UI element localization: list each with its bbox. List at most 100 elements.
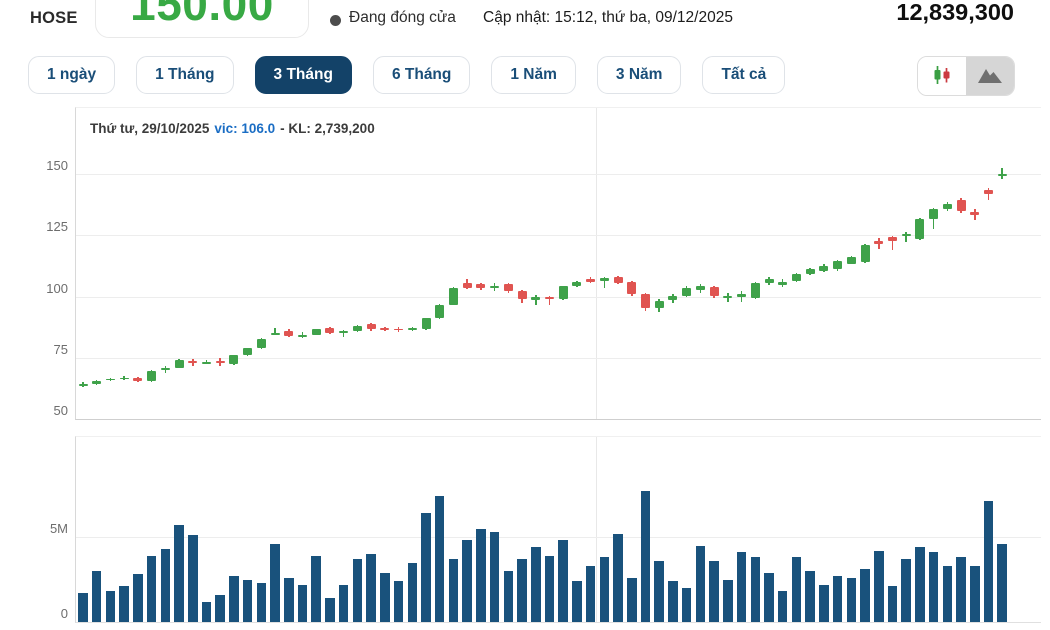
- volume-bar: [476, 528, 486, 622]
- total-volume: 12,839,300: [896, 0, 1014, 25]
- candle: [78, 383, 88, 386]
- time-range-buttons: 1 ngày 1 Tháng 3 Tháng 6 Tháng 1 Năm 3 N…: [28, 56, 786, 94]
- volume-bar: [407, 562, 418, 622]
- volume-bar: [709, 560, 719, 622]
- volume-bar: [695, 545, 706, 622]
- price-gridline: [76, 357, 1041, 359]
- candle: [147, 371, 157, 382]
- volume-bar: [572, 581, 582, 622]
- tooltip-symbol-price: vic: 106.0: [214, 121, 276, 136]
- candle: [298, 334, 308, 337]
- volume-bar: [434, 496, 445, 622]
- candle: [613, 277, 623, 283]
- candle: [133, 377, 143, 382]
- range-button-3y[interactable]: 3 Năm: [596, 56, 682, 94]
- candle: [984, 190, 994, 194]
- candle: [778, 281, 788, 286]
- volume-chart-plot[interactable]: [75, 436, 1041, 623]
- price-y-axis: 150 125 100 75 50: [24, 107, 68, 418]
- candle: [380, 328, 390, 330]
- range-button-6m[interactable]: 6 Tháng: [372, 56, 471, 94]
- volume-bar: [887, 586, 898, 622]
- month-divider-gridline: [596, 108, 597, 419]
- candle: [256, 338, 266, 349]
- candle: [641, 293, 651, 308]
- range-button-all[interactable]: Tất cả: [702, 56, 786, 94]
- volume-bar: [928, 552, 939, 622]
- candle: [476, 284, 486, 289]
- volume-bar: [723, 579, 733, 622]
- candle-wick: [1001, 168, 1003, 180]
- volume-bar: [503, 571, 514, 622]
- candlestick-view-button[interactable]: [918, 57, 966, 95]
- candle: [558, 286, 568, 299]
- volume-bar: [997, 543, 1007, 622]
- range-button-1d[interactable]: 1 ngày: [28, 56, 116, 94]
- price-axis-label: 150: [46, 158, 68, 173]
- candle: [544, 296, 554, 299]
- volume-bar: [229, 576, 239, 622]
- candle: [421, 318, 431, 330]
- volume-bar: [942, 565, 953, 622]
- candle: [723, 295, 733, 298]
- volume-bar: [640, 491, 651, 622]
- current-price-box: 150.00: [95, 0, 309, 38]
- candle: [311, 329, 321, 335]
- volume-bar: [393, 581, 404, 622]
- candle: [970, 211, 980, 216]
- candle: [833, 260, 843, 270]
- candle: [229, 355, 239, 364]
- exchange-label: HOSE: [30, 9, 78, 27]
- volume-bar: [133, 574, 143, 622]
- candle-wick: [603, 277, 606, 289]
- candle: [160, 367, 170, 370]
- candle: [92, 381, 102, 384]
- candlestick-icon: [931, 64, 953, 89]
- area-view-button[interactable]: [966, 57, 1014, 95]
- volume-bar: [777, 591, 788, 622]
- candle: [517, 291, 527, 299]
- chart-type-toggle: [917, 56, 1015, 96]
- candle: [119, 377, 129, 380]
- volume-bar: [215, 594, 225, 622]
- candle: [846, 257, 856, 264]
- candle: [764, 279, 774, 283]
- volume-bar: [599, 557, 610, 622]
- candle-wick: [535, 295, 537, 306]
- candle: [462, 282, 472, 288]
- price-gridline: [76, 235, 1041, 237]
- candle: [819, 265, 829, 271]
- candle: [435, 304, 445, 319]
- volume-bar: [91, 571, 102, 622]
- volume-bar: [832, 576, 843, 622]
- volume-bar: [421, 513, 431, 622]
- volume-bar: [736, 552, 747, 622]
- candle: [174, 360, 184, 368]
- candle: [586, 279, 596, 282]
- candle: [654, 301, 664, 308]
- range-button-1y[interactable]: 1 Năm: [491, 56, 576, 94]
- candle: [956, 199, 966, 211]
- volume-bar: [819, 584, 829, 622]
- volume-bar: [544, 555, 555, 622]
- volume-bar: [201, 601, 212, 622]
- range-button-1m[interactable]: 1 Tháng: [136, 56, 234, 94]
- candle: [270, 332, 280, 335]
- candle-wick: [740, 291, 743, 303]
- candle: [201, 361, 211, 364]
- candle: [805, 269, 815, 275]
- volume-bar: [983, 501, 994, 622]
- price-chart-plot[interactable]: [75, 107, 1041, 420]
- volume-bar: [489, 531, 500, 622]
- volume-bar: [627, 577, 637, 622]
- candle: [915, 219, 925, 239]
- range-button-3m[interactable]: 3 Tháng: [254, 56, 352, 94]
- volume-bar: [901, 559, 911, 622]
- candle-wick: [891, 236, 894, 250]
- candle: [394, 328, 404, 331]
- candle: [668, 296, 678, 300]
- volume-bar: [764, 572, 774, 622]
- volume-axis-label: 5M: [49, 521, 68, 536]
- market-status-dot-icon: [330, 15, 341, 26]
